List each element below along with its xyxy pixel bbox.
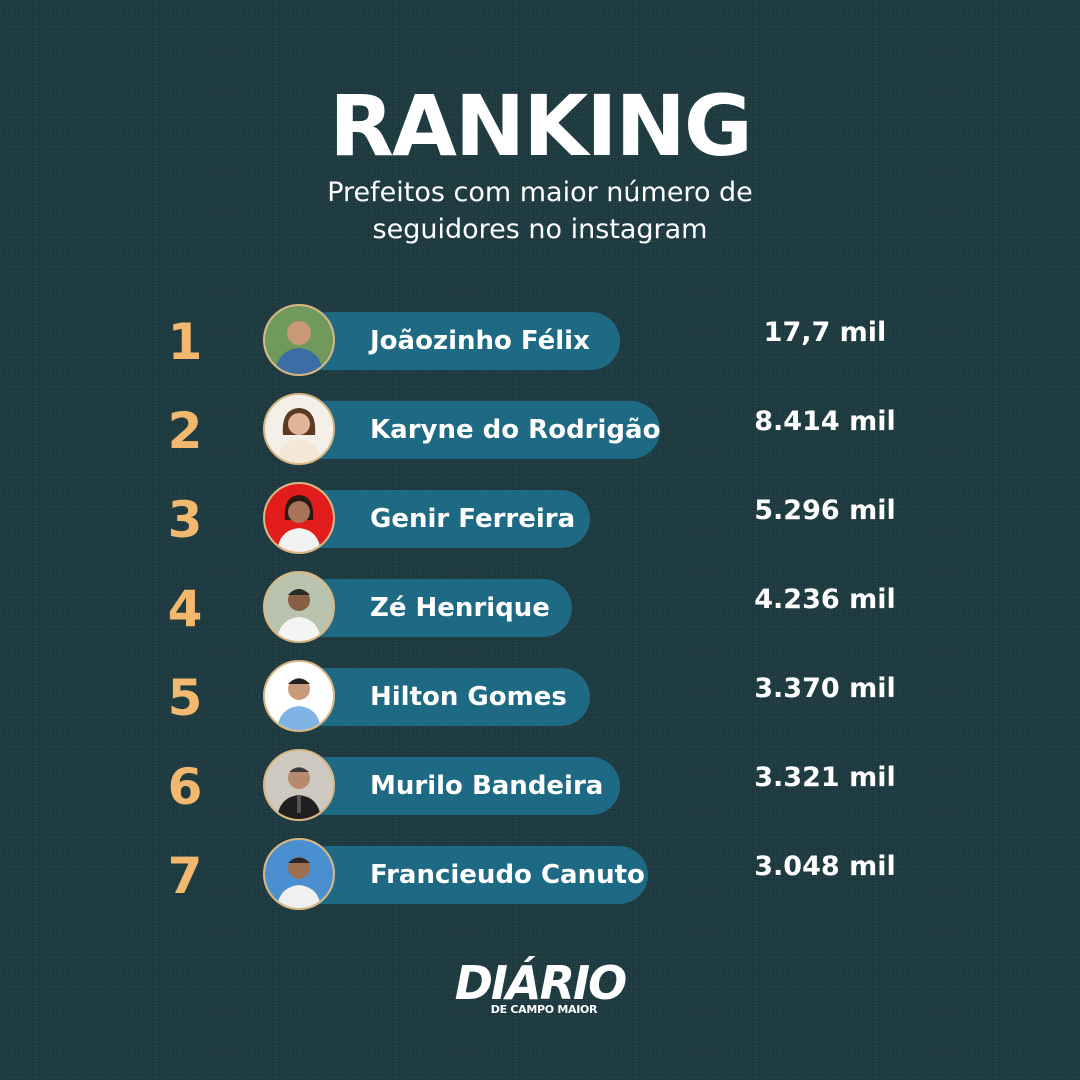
mayor-name: Karyne do Rodrigão xyxy=(370,415,661,445)
ranking-row-6: 6 Murilo Bandeira 3.321 mil xyxy=(0,749,1080,825)
name-pill: Zé Henrique xyxy=(290,579,572,637)
rank-number: 6 xyxy=(167,758,203,816)
ranking-row-4: 4 Zé Henrique 4.236 mil xyxy=(0,571,1080,647)
logo-main-text: DIÁRIO xyxy=(454,956,628,1010)
mayor-name: Joãozinho Félix xyxy=(370,326,590,356)
mayor-name: Zé Henrique xyxy=(370,593,550,623)
follower-count: 17,7 mil xyxy=(763,317,887,348)
rank-number: 5 xyxy=(167,669,203,727)
ranking-row-5: 5 Hilton Gomes 3.370 mil xyxy=(0,660,1080,736)
avatar-photo xyxy=(265,840,333,908)
follower-count: 3.048 mil xyxy=(754,851,896,882)
name-pill: Joãozinho Félix xyxy=(290,312,620,370)
rank-number: 3 xyxy=(167,491,203,549)
avatar xyxy=(263,482,335,554)
ranking-row-7: 7 Francieudo Canuto 3.048 mil xyxy=(0,838,1080,914)
name-pill: Francieudo Canuto xyxy=(290,846,648,904)
avatar-photo xyxy=(265,484,333,552)
rank-number: 7 xyxy=(167,847,203,905)
follower-count: 8.414 mil xyxy=(754,406,896,437)
name-pill: Hilton Gomes xyxy=(290,668,590,726)
logo-sub-text: DE CAMPO MAIOR xyxy=(490,1003,598,1016)
avatar-photo xyxy=(265,573,333,641)
avatar-photo xyxy=(265,395,333,463)
name-pill: Karyne do Rodrigão xyxy=(290,401,660,459)
rank-number: 1 xyxy=(167,313,203,371)
avatar xyxy=(263,304,335,376)
page-title: RANKING xyxy=(329,77,753,175)
avatar-photo xyxy=(265,751,333,819)
mayor-name: Genir Ferreira xyxy=(370,504,576,534)
subtitle-line-1: Prefeitos com maior número de xyxy=(327,177,753,208)
ranking-row-3: 3 Genir Ferreira 5.296 mil xyxy=(0,482,1080,558)
mayor-name: Hilton Gomes xyxy=(370,682,567,712)
ranking-row-1: 1 Joãozinho Félix 17,7 mil xyxy=(0,304,1080,380)
avatar xyxy=(263,660,335,732)
page-subtitle: Prefeitos com maior número de seguidores… xyxy=(240,174,840,248)
avatar-photo xyxy=(265,662,333,730)
ranking-row-2: 2 Karyne do Rodrigão 8.414 mil xyxy=(0,393,1080,469)
follower-count: 4.236 mil xyxy=(754,584,896,615)
avatar xyxy=(263,749,335,821)
avatar xyxy=(263,393,335,465)
follower-count: 5.296 mil xyxy=(754,495,896,526)
mayor-name: Francieudo Canuto xyxy=(370,860,645,890)
name-pill: Murilo Bandeira xyxy=(290,757,620,815)
subtitle-line-2: seguidores no instagram xyxy=(372,214,708,245)
avatar xyxy=(263,571,335,643)
avatar xyxy=(263,838,335,910)
follower-count: 3.321 mil xyxy=(754,762,896,793)
rank-number: 2 xyxy=(167,402,203,460)
diario-logo: DIÁRIO DE CAMPO MAIOR xyxy=(440,958,640,1016)
rank-number: 4 xyxy=(167,580,203,638)
name-pill: Genir Ferreira xyxy=(290,490,590,548)
follower-count: 3.370 mil xyxy=(754,673,896,704)
avatar-photo xyxy=(265,306,333,374)
mayor-name: Murilo Bandeira xyxy=(370,771,604,801)
